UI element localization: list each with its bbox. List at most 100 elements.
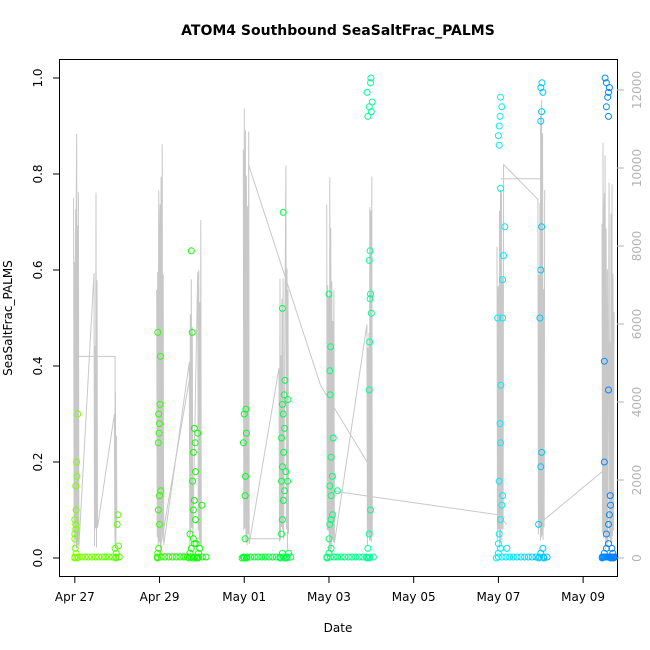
data-point xyxy=(327,492,335,500)
data-point xyxy=(195,553,203,561)
data-point xyxy=(71,516,79,524)
track-connector-5 xyxy=(248,164,368,463)
data-point xyxy=(155,410,163,418)
data-point xyxy=(536,553,544,561)
right-tick-label: 12000 xyxy=(630,71,644,109)
data-point xyxy=(366,553,374,561)
data-point xyxy=(278,400,286,408)
data-point xyxy=(198,553,206,561)
data-point xyxy=(242,405,250,413)
data-point xyxy=(189,506,197,514)
data-point xyxy=(154,328,162,336)
data-point xyxy=(278,463,286,471)
right-axis: 0 2000 4000 6000 8000 10000 12000 xyxy=(617,71,644,562)
data-point xyxy=(327,343,335,351)
data-point xyxy=(241,492,249,500)
data-point xyxy=(72,506,80,514)
data-point xyxy=(497,381,505,389)
data-point xyxy=(326,391,334,399)
data-point xyxy=(602,79,610,87)
data-point xyxy=(281,424,288,432)
data-point xyxy=(327,544,335,552)
x-tick-label: Apr 27 xyxy=(55,590,95,604)
data-point xyxy=(153,553,161,561)
data-point xyxy=(157,487,165,495)
data-point xyxy=(367,309,375,317)
data-point xyxy=(281,376,289,384)
data-point xyxy=(326,367,334,375)
altitude-line-flight-5 xyxy=(496,99,546,549)
data-point xyxy=(494,553,502,561)
data-point xyxy=(538,108,546,116)
data-point xyxy=(250,553,258,561)
data-point xyxy=(183,553,191,561)
data-point xyxy=(495,530,503,538)
data-point xyxy=(494,540,502,548)
data-point xyxy=(180,553,188,561)
data-point xyxy=(155,429,163,437)
data-point xyxy=(366,247,374,255)
data-point xyxy=(352,553,359,561)
data-point xyxy=(535,520,543,528)
data-point xyxy=(366,338,374,346)
data-point xyxy=(537,463,545,471)
data-point xyxy=(532,553,540,561)
data-point xyxy=(348,553,356,561)
data-point xyxy=(261,553,269,561)
data-point xyxy=(276,553,284,561)
data-point xyxy=(156,420,163,428)
y-tick-label: 1.0 xyxy=(31,68,45,87)
data-point xyxy=(536,314,544,322)
data-point xyxy=(367,290,374,298)
altitude-line-flight-4 xyxy=(326,176,373,550)
data-point xyxy=(495,122,503,130)
x-tick-label: May 03 xyxy=(307,590,351,604)
data-point xyxy=(513,553,521,561)
right-tick-label: 0 xyxy=(630,554,644,562)
data-point xyxy=(328,472,336,480)
data-point xyxy=(365,386,373,394)
data-point xyxy=(279,496,287,504)
altitude-line-flight-3 xyxy=(242,108,289,550)
data-point xyxy=(367,506,374,514)
data-point xyxy=(72,549,80,557)
data-point xyxy=(242,429,250,437)
data-point xyxy=(109,553,116,561)
x-axis-label: Date xyxy=(324,621,353,635)
data-point xyxy=(524,553,532,561)
y-tick-label: 0.6 xyxy=(31,260,45,279)
data-point xyxy=(604,93,612,101)
data-point xyxy=(539,544,547,552)
data-point xyxy=(194,429,202,437)
data-point xyxy=(608,544,616,552)
data-point xyxy=(115,553,123,561)
y-tick-label: 0.0 xyxy=(31,548,45,567)
data-point xyxy=(238,554,246,562)
data-point xyxy=(605,511,613,519)
data-point xyxy=(543,553,551,561)
data-point xyxy=(280,553,287,561)
data-point xyxy=(242,554,250,562)
data-point xyxy=(254,553,262,561)
x-tick-label: Apr 29 xyxy=(140,590,180,604)
data-point xyxy=(506,553,514,561)
data-point xyxy=(74,553,82,561)
data-point xyxy=(538,448,546,456)
right-tick-label: 2000 xyxy=(630,465,644,496)
data-point xyxy=(280,391,288,399)
data-point xyxy=(367,108,375,116)
y-tick-label: 0.8 xyxy=(31,164,45,183)
data-point xyxy=(502,553,510,561)
data-point xyxy=(243,553,251,561)
data-point xyxy=(187,247,195,255)
data-point xyxy=(73,472,81,480)
data-point xyxy=(156,352,164,360)
right-tick-label: 4000 xyxy=(630,387,644,418)
x-tick-label: May 01 xyxy=(222,590,266,604)
data-point xyxy=(190,424,198,432)
data-point xyxy=(495,141,503,149)
data-point xyxy=(72,482,80,490)
data-point xyxy=(326,520,334,528)
x-tick-label: May 09 xyxy=(561,590,605,604)
y-axis-label: SeaSaltFrac_PALMS xyxy=(1,260,15,376)
